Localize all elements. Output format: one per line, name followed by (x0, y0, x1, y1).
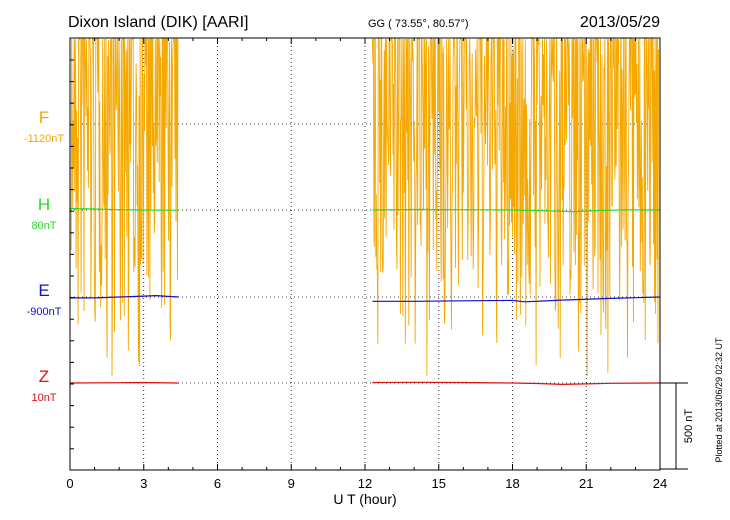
series-z-offset: 10nT (31, 392, 56, 404)
x-tick-label: 3 (140, 476, 147, 491)
x-tick-label: 9 (288, 476, 295, 491)
series-e-line (70, 294, 179, 299)
series-z-line (372, 381, 661, 386)
series-h-name: H (38, 195, 50, 214)
x-tick-label: 6 (214, 476, 221, 491)
series-h-line (372, 208, 661, 213)
series-e-line (372, 296, 661, 303)
series-h-offset: 80nT (31, 220, 56, 232)
chart-title: Dixon Island (DIK) [AARI] (68, 14, 249, 31)
series-f-name: F (39, 108, 49, 127)
scale-bar-label: 500 nT (683, 409, 695, 444)
x-tick-label: 18 (505, 476, 519, 491)
x-tick-label: 0 (66, 476, 73, 491)
series-f-offset: -1120nT (24, 133, 64, 145)
chart-date: 2013/05/29 (580, 14, 660, 31)
x-tick-label: 12 (358, 476, 372, 491)
series-f-line (371, 38, 659, 377)
plotted-at-note: Plotted at 2013/06/29 02:32 UT (714, 337, 724, 463)
x-tick-label: 24 (653, 476, 667, 491)
x-axis-label: U T (hour) (333, 491, 396, 507)
scale-bar: 500 nT (660, 382, 695, 470)
x-tick-label: 21 (579, 476, 593, 491)
x-axis: 0 3 6 9 12 15 18 21 24 (66, 38, 667, 491)
station-coordinates: GG ( 73.55°, 80.57°) (368, 18, 469, 30)
series-z-line (69, 381, 179, 384)
series-z-name: Z (39, 367, 49, 386)
series-layer (69, 38, 661, 386)
series-labels: F -1120nT H 80nT E -900nT Z 10nT (24, 108, 64, 404)
series-e-name: E (38, 281, 49, 300)
x-tick-label: 15 (432, 476, 446, 491)
series-e-offset: -900nT (27, 306, 62, 318)
series-h-line (69, 208, 179, 211)
series-f-line (70, 38, 179, 377)
